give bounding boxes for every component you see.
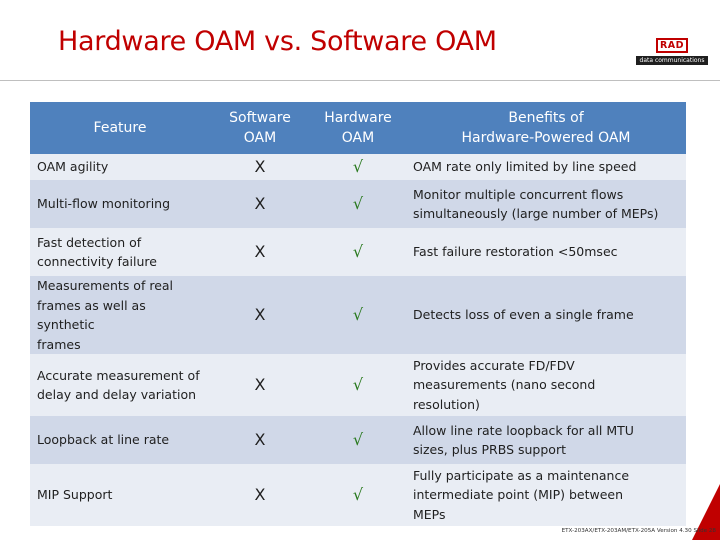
header-feature: Feature xyxy=(30,102,210,154)
benefit-text: MEPs xyxy=(413,506,446,522)
rad-logo: RAD data communications xyxy=(636,38,708,68)
software-x-mark: X xyxy=(210,228,310,276)
software-x-mark: X xyxy=(210,354,310,416)
hardware-check-mark: √ xyxy=(310,464,406,526)
header-benefits: Benefits of Hardware-Powered OAM xyxy=(406,102,686,154)
table-row: MIP Support X √ Fully participate as a m… xyxy=(30,464,686,526)
benefit-cell: Fully participate as a maintenance inter… xyxy=(406,464,686,526)
benefit-text: OAM rate only limited by line speed xyxy=(413,159,637,175)
slide-footer: ETX-203AX/ETX-203AM/ETX-205A Version 4.3… xyxy=(561,528,716,534)
logo-tagline: data communications xyxy=(636,56,708,65)
header-software-oam: Software OAM xyxy=(210,102,310,154)
feature-text: frames as well as synthetic xyxy=(37,297,146,333)
benefit-text: sizes, plus PRBS support xyxy=(413,442,566,457)
benefit-cell: Allow line rate loopback for all MTU siz… xyxy=(406,416,686,464)
table-row: Measurements of real frames as well as s… xyxy=(30,276,686,354)
feature-cell: Multi-flow monitoring xyxy=(30,180,210,228)
hardware-check-mark: √ xyxy=(310,354,406,416)
feature-text: OAM agility xyxy=(37,159,109,175)
logo-mark: RAD xyxy=(656,38,688,53)
benefit-text: Fast failure restoration <50msec xyxy=(413,244,618,260)
table-row: OAM agility X √ OAM rate only limited by… xyxy=(30,154,686,180)
table-row: Accurate measurement of delay and delay … xyxy=(30,354,686,416)
benefit-text: Monitor multiple concurrent flows xyxy=(413,186,624,202)
hardware-check-mark: √ xyxy=(310,276,406,354)
feature-cell: MIP Support xyxy=(30,464,210,526)
feature-cell: Loopback at line rate xyxy=(30,416,210,464)
hardware-check-mark: √ xyxy=(310,228,406,276)
software-x-mark: X xyxy=(210,464,310,526)
feature-text: Measurements of real xyxy=(37,278,174,293)
software-x-mark: X xyxy=(210,180,310,228)
benefit-text: simultaneously (large number of MEPs) xyxy=(413,206,659,221)
feature-cell: Fast detection of connectivity failure xyxy=(30,228,210,276)
hardware-check-mark: √ xyxy=(310,180,406,228)
software-x-mark: X xyxy=(210,154,310,180)
benefit-text: Fully participate as a maintenance xyxy=(413,467,630,483)
benefit-text: resolution) xyxy=(413,396,480,412)
oam-comparison-table: Feature Software OAM Hardware OAM Benefi… xyxy=(30,102,686,526)
feature-text: Multi-flow monitoring xyxy=(37,196,171,212)
benefit-text: Detects loss of even a single frame xyxy=(413,307,634,323)
feature-text: frames xyxy=(37,336,81,352)
title-divider xyxy=(0,80,720,81)
header-hardware-oam: Hardware OAM xyxy=(310,102,406,154)
table-row: Multi-flow monitoring X √ Monitor multip… xyxy=(30,180,686,228)
table-header-row: Feature Software OAM Hardware OAM Benefi… xyxy=(30,102,686,154)
benefit-text: measurements (nano second xyxy=(413,377,596,393)
benefit-text: Allow line rate loopback for all MTU xyxy=(413,422,634,438)
benefit-cell: Fast failure restoration <50msec xyxy=(406,228,686,276)
slide-corner-decoration xyxy=(692,484,720,540)
feature-cell: Measurements of real frames as well as s… xyxy=(30,276,210,354)
table-row: Loopback at line rate X √ Allow line rat… xyxy=(30,416,686,464)
header-benefits-line2: Hardware-Powered OAM xyxy=(461,130,631,146)
benefit-cell: OAM rate only limited by line speed xyxy=(406,154,686,180)
header-feature-label: Feature xyxy=(93,120,147,136)
feature-text: Fast detection of xyxy=(37,234,142,250)
benefit-cell: Provides accurate FD/FDV measurements (n… xyxy=(406,354,686,416)
hardware-check-mark: √ xyxy=(310,416,406,464)
software-x-mark: X xyxy=(210,276,310,354)
feature-cell: Accurate measurement of delay and delay … xyxy=(30,354,210,416)
slide-title: Hardware OAM vs. Software OAM xyxy=(58,26,497,57)
benefit-cell: Detects loss of even a single frame xyxy=(406,276,686,354)
benefit-cell: Monitor multiple concurrent flows simult… xyxy=(406,180,686,228)
feature-text: Loopback at line rate xyxy=(37,432,170,448)
feature-text: delay and delay variation xyxy=(37,387,197,402)
table-row: Fast detection of connectivity failure X… xyxy=(30,228,686,276)
header-hardware-line2: OAM xyxy=(341,130,375,146)
feature-text: connectivity failure xyxy=(37,254,157,269)
header-software-line2: OAM xyxy=(243,130,277,146)
header-benefits-line1: Benefits of xyxy=(508,110,584,126)
hardware-check-mark: √ xyxy=(310,154,406,180)
feature-cell: OAM agility xyxy=(30,154,210,180)
header-software-line1: Software xyxy=(229,110,291,126)
benefit-text: Provides accurate FD/FDV xyxy=(413,357,575,373)
benefit-text: intermediate point (MIP) between xyxy=(413,487,624,503)
feature-text: Accurate measurement of xyxy=(37,367,200,383)
software-x-mark: X xyxy=(210,416,310,464)
header-hardware-line1: Hardware xyxy=(324,110,392,126)
feature-text: MIP Support xyxy=(37,487,113,503)
